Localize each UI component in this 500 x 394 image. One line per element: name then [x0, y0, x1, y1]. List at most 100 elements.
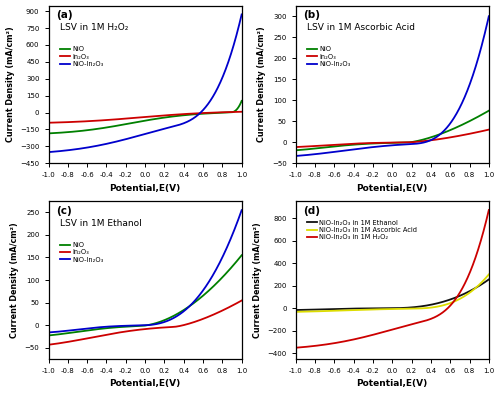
In₂O₃	[304, 144, 310, 149]
NiO-In₂O₃	[158, 127, 164, 132]
In₂O₃	[212, 312, 218, 316]
Legend: NiO-In₂O₃ in 1M Ethanol, NiO-In₂O₃ in 1M Ascorbic Acid, NiO-In₂O₃ in 1M H₂O₂: NiO-In₂O₃ in 1M Ethanol, NiO-In₂O₃ in 1M…	[305, 217, 420, 243]
In₂O₃	[168, 325, 174, 329]
In₂O₃	[163, 325, 169, 330]
NiO	[46, 131, 52, 136]
NiO	[292, 148, 298, 152]
Y-axis label: Current Density (mA/cm²): Current Density (mA/cm²)	[10, 222, 19, 338]
NiO-In₂O₃	[439, 130, 445, 135]
Line: NiO: NiO	[48, 255, 242, 335]
NiO-In₂O₃ in 1M Ethanol	[410, 305, 416, 310]
NiO-In₂O₃	[410, 141, 416, 146]
In₂O₃	[439, 136, 445, 141]
Text: (a): (a)	[56, 10, 73, 20]
NiO-In₂O₃ in 1M Ascorbic Acid	[416, 306, 422, 311]
Text: LSV in 1M H₂O₂: LSV in 1M H₂O₂	[60, 23, 128, 32]
X-axis label: Potential,E(V): Potential,E(V)	[110, 184, 180, 193]
Text: LSV in 1M Ethanol: LSV in 1M Ethanol	[60, 219, 142, 227]
NiO-In₂O₃	[459, 101, 465, 106]
NiO-In₂O₃	[292, 154, 298, 158]
NiO-In₂O₃	[212, 269, 218, 274]
In₂O₃	[238, 110, 244, 114]
NiO-In₂O₃	[416, 141, 422, 146]
NiO-In₂O₃	[163, 126, 169, 131]
NiO	[58, 130, 64, 135]
NiO	[212, 282, 218, 287]
NiO-In₂O₃ in 1M Ascorbic Acid	[486, 272, 492, 277]
NiO-In₂O₃	[405, 142, 411, 147]
X-axis label: Potential,E(V): Potential,E(V)	[356, 379, 428, 388]
Line: NiO-In₂O₃: NiO-In₂O₃	[48, 15, 242, 152]
In₂O₃	[46, 121, 52, 125]
In₂O₃	[486, 127, 492, 132]
NiO-In₂O₃	[46, 150, 52, 154]
In₂O₃	[192, 320, 198, 324]
NiO	[158, 319, 164, 324]
NiO-In₂O₃	[212, 91, 218, 96]
NiO	[212, 111, 218, 115]
Line: NiO-In₂O₃ in 1M H₂O₂: NiO-In₂O₃ in 1M H₂O₂	[296, 210, 489, 348]
NiO-In₂O₃ in 1M H₂O₂	[405, 323, 411, 328]
X-axis label: Potential,E(V): Potential,E(V)	[110, 379, 180, 388]
NiO-In₂O₃ in 1M H₂O₂	[292, 346, 298, 350]
In₂O₃	[405, 140, 411, 145]
In₂O₃	[58, 120, 64, 125]
NiO-In₂O₃ in 1M H₂O₂	[410, 322, 416, 326]
NiO	[158, 116, 164, 121]
In₂O₃	[212, 110, 218, 115]
Legend: NiO, In₂O₃, NiO-In₂O₃: NiO, In₂O₃, NiO-In₂O₃	[58, 239, 106, 265]
NiO	[405, 140, 411, 145]
Line: NiO: NiO	[296, 111, 489, 150]
In₂O₃	[58, 341, 64, 346]
NiO	[238, 98, 244, 103]
NiO-In₂O₃	[192, 298, 198, 303]
In₂O₃	[158, 113, 164, 118]
NiO	[168, 114, 174, 119]
NiO-In₂O₃	[58, 329, 64, 334]
NiO-In₂O₃ in 1M H₂O₂	[439, 310, 445, 315]
In₂O₃	[192, 111, 198, 116]
NiO-In₂O₃ in 1M H₂O₂	[304, 344, 310, 349]
Line: In₂O₃: In₂O₃	[296, 130, 489, 147]
Text: (c): (c)	[56, 206, 72, 216]
NiO-In₂O₃ in 1M Ethanol	[486, 277, 492, 282]
Line: In₂O₃: In₂O₃	[48, 301, 242, 345]
X-axis label: Potential,E(V): Potential,E(V)	[356, 184, 428, 193]
Line: NiO-In₂O₃: NiO-In₂O₃	[296, 16, 489, 156]
NiO-In₂O₃	[168, 317, 174, 322]
NiO	[168, 314, 174, 319]
Y-axis label: Current Density (mA/cm²): Current Density (mA/cm²)	[253, 222, 262, 338]
NiO-In₂O₃ in 1M H₂O₂	[416, 320, 422, 325]
Line: NiO-In₂O₃: NiO-In₂O₃	[48, 210, 242, 333]
NiO-In₂O₃ in 1M Ascorbic Acid	[405, 307, 411, 311]
NiO	[486, 108, 492, 113]
In₂O₃	[158, 325, 164, 330]
NiO-In₂O₃ in 1M Ethanol	[304, 307, 310, 312]
In₂O₃	[459, 133, 465, 138]
Line: NiO-In₂O₃ in 1M Ascorbic Acid: NiO-In₂O₃ in 1M Ascorbic Acid	[296, 275, 489, 312]
In₂O₃	[416, 139, 422, 144]
NiO-In₂O₃	[238, 12, 244, 17]
NiO-In₂O₃ in 1M Ethanol	[292, 308, 298, 312]
NiO	[304, 147, 310, 152]
In₂O₃	[410, 140, 416, 145]
NiO	[192, 300, 198, 305]
NiO-In₂O₃ in 1M Ascorbic Acid	[439, 303, 445, 308]
NiO-In₂O₃ in 1M Ascorbic Acid	[459, 296, 465, 300]
NiO-In₂O₃ in 1M H₂O₂	[459, 286, 465, 291]
NiO-In₂O₃	[163, 319, 169, 324]
NiO-In₂O₃	[168, 125, 174, 129]
NiO-In₂O₃ in 1M Ethanol	[459, 292, 465, 297]
NiO-In₂O₃ in 1M Ascorbic Acid	[304, 309, 310, 314]
In₂O₃	[238, 298, 244, 303]
NiO-In₂O₃ in 1M Ethanol	[439, 300, 445, 305]
NiO-In₂O₃	[486, 14, 492, 19]
NiO	[46, 333, 52, 338]
NiO-In₂O₃ in 1M Ethanol	[405, 305, 411, 310]
NiO-In₂O₃	[192, 115, 198, 120]
NiO	[410, 139, 416, 144]
NiO-In₂O₃	[58, 149, 64, 153]
Text: LSV in 1M Ascorbic Acid: LSV in 1M Ascorbic Acid	[308, 23, 416, 32]
NiO	[163, 115, 169, 120]
NiO-In₂O₃ in 1M Ethanol	[416, 304, 422, 309]
